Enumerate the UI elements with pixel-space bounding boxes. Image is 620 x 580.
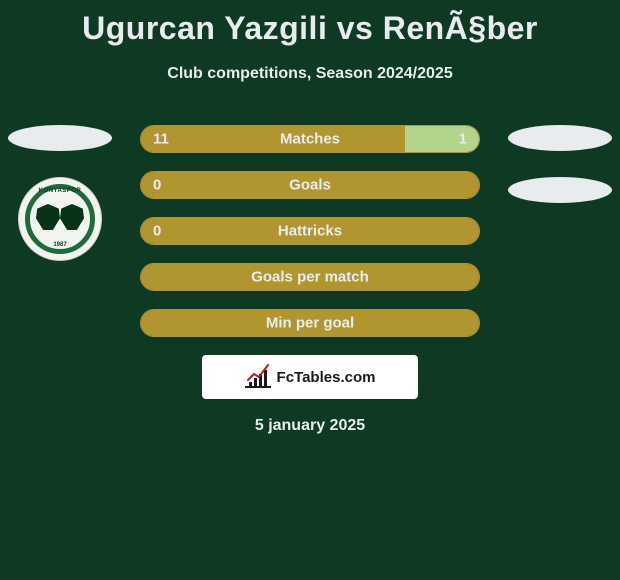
stat-bar-left <box>141 126 405 152</box>
stat-bar-right <box>405 126 479 152</box>
stat-bar: 0Hattricks <box>140 217 480 245</box>
stat-row: Min per goal <box>0 309 620 337</box>
stat-bar: Min per goal <box>140 309 480 337</box>
page-title: Ugurcan Yazgili vs RenÃ§ber <box>0 0 620 47</box>
stat-value-left: 11 <box>153 131 169 148</box>
stat-row: 0Hattricks <box>0 217 620 245</box>
branding-text: FcTables.com <box>277 369 376 386</box>
stat-row: 0Goals <box>0 171 620 199</box>
footer-date: 5 january 2025 <box>0 417 620 435</box>
chart-icon <box>245 366 271 388</box>
subtitle: Club competitions, Season 2024/2025 <box>0 65 620 83</box>
stat-bar-left <box>141 264 479 290</box>
comparison-panel: KONYASPOR 1987 111Matches0Goals0Hattrick… <box>0 125 620 435</box>
stat-bar: 0Goals <box>140 171 480 199</box>
stat-bar: 111Matches <box>140 125 480 153</box>
stat-rows: 111Matches0Goals0HattricksGoals per matc… <box>0 125 620 337</box>
stat-bar-left <box>141 172 479 198</box>
stat-row: 111Matches <box>0 125 620 153</box>
branding-badge: FcTables.com <box>202 355 418 399</box>
stat-bar: Goals per match <box>140 263 480 291</box>
stat-value-left: 0 <box>153 177 161 194</box>
stat-bar-left <box>141 218 479 244</box>
stat-value-right: 1 <box>459 131 467 148</box>
stat-bar-left <box>141 310 479 336</box>
stat-value-left: 0 <box>153 223 161 240</box>
stat-row: Goals per match <box>0 263 620 291</box>
